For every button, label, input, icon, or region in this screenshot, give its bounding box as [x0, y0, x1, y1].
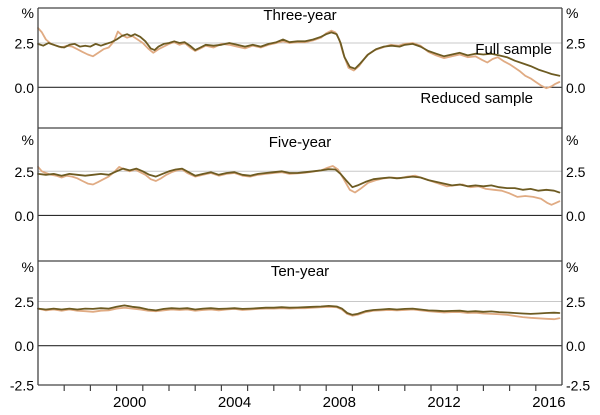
percent-label-left-panel-2: % — [22, 259, 34, 275]
series-reduced-sample-panel-2 — [37, 305, 561, 321]
x-axis-year-label-2008: 2008 — [323, 394, 356, 411]
y-axis-label-left-panel-1: 2.5 — [15, 164, 35, 180]
series-full-sample-panel-0 — [37, 31, 561, 77]
panel-title-0: Three-year — [263, 7, 336, 24]
panel-title-2: Ten-year — [271, 263, 329, 280]
x-axis-year-label-2016: 2016 — [532, 394, 565, 411]
y-axis-label-right-panel-0: 0.0 — [566, 80, 586, 96]
legend-full-sample-label: Full sample — [475, 41, 552, 58]
y-axis-label-left-panel-1: 0.0 — [15, 208, 35, 224]
series-full-sample-panel-1 — [37, 167, 561, 194]
y-axis-label-right-panel-1: 0.0 — [566, 208, 586, 224]
panel-title-1: Five-year — [269, 134, 332, 151]
series-reduced-sample-panel-0 — [37, 27, 561, 90]
y-axis-label-right-panel-2: 2.5 — [566, 294, 586, 310]
percent-label-left-panel-0: % — [22, 5, 34, 21]
series-full-sample-panel-2 — [37, 304, 561, 316]
percent-label-left-panel-1: % — [22, 132, 34, 148]
y-axis-label-left-panel-0: 2.5 — [15, 36, 35, 52]
y-axis-label-right-panel-2: 0.0 — [566, 338, 586, 354]
legend-reduced-sample-label: Reduced sample — [420, 90, 533, 107]
y-axis-label-left-panel-2: 0.0 — [15, 338, 35, 354]
y-axis-label-left-panel-0: 0.0 — [15, 80, 35, 96]
x-axis-year-label-2012: 2012 — [427, 394, 460, 411]
y-axis-label-left-panel-2: 2.5 — [15, 294, 35, 310]
y-axis-label-right-panel-0: 2.5 — [566, 36, 586, 52]
percent-label-right-panel-1: % — [566, 132, 578, 148]
x-axis-year-label-2004: 2004 — [218, 394, 251, 411]
percent-label-right-panel-0: % — [566, 5, 578, 21]
y-axis-label-right-panel-1: 2.5 — [566, 164, 586, 180]
percent-label-right-panel-2: % — [566, 259, 578, 275]
y-axis-label-right-panel-2: -2.5 — [566, 378, 590, 394]
y-axis-label-left-panel-2: -2.5 — [10, 378, 34, 394]
x-axis-year-label-2000: 2000 — [113, 394, 146, 411]
